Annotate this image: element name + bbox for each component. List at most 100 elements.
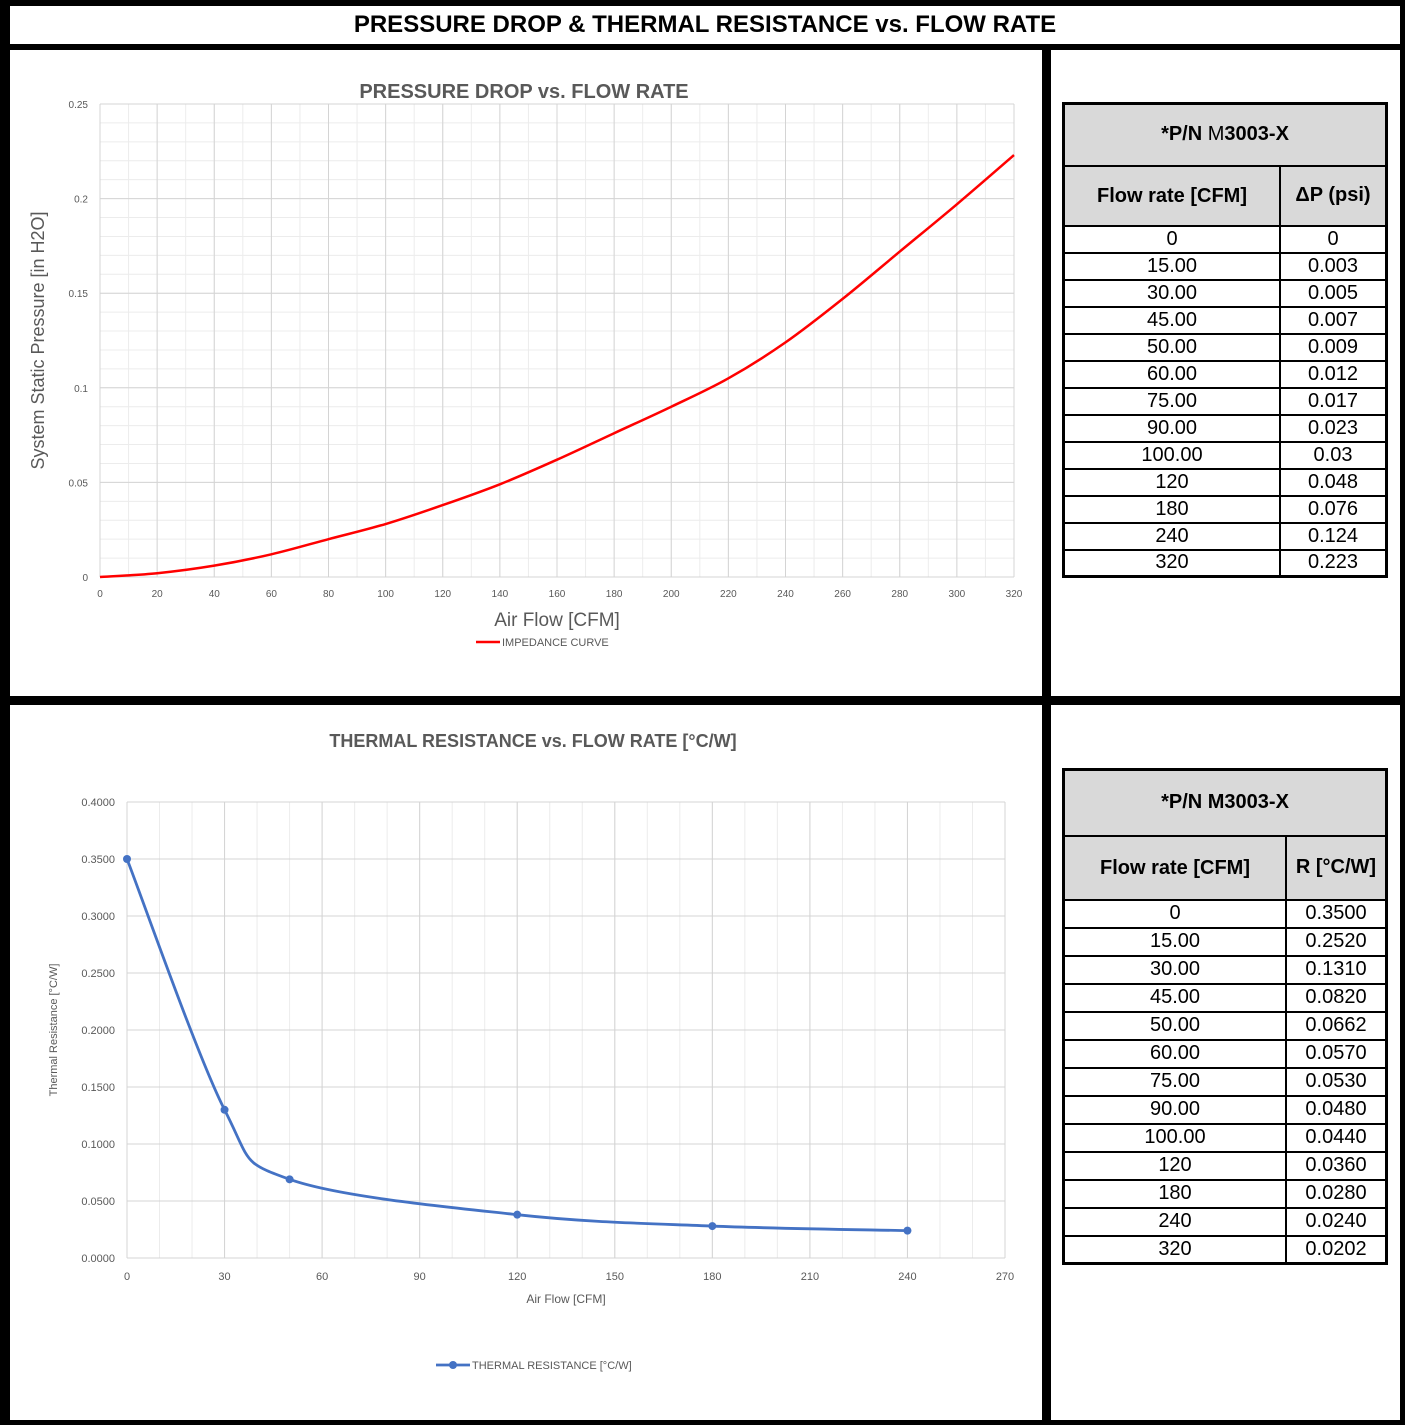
y-tick-label: 0.1 — [74, 384, 88, 395]
flow-rate-cell: 240 — [1062, 1206, 1287, 1237]
value-cell: 0.0202 — [1285, 1234, 1388, 1265]
table-row: 100.00 0.0440 — [1062, 1122, 1388, 1153]
value-cell: 0.009 — [1279, 332, 1388, 362]
value-cell: 0.017 — [1279, 386, 1388, 416]
pressure-table-col-flow: Flow rate [CFM] — [1062, 164, 1281, 227]
x-axis-label: Air Flow [CFM] — [494, 610, 620, 631]
value-cell: 0.0360 — [1285, 1150, 1388, 1181]
frame-title-bottom — [0, 44, 1405, 50]
table-row: 120 0.0360 — [1062, 1150, 1388, 1181]
table-row: 45.00 0.007 — [1062, 305, 1388, 335]
value-cell: 0.005 — [1279, 278, 1388, 308]
x-tick-label: 260 — [834, 589, 851, 600]
value-cell: 0.0480 — [1285, 1094, 1388, 1125]
table-row: 30.00 0.005 — [1062, 278, 1388, 308]
x-tick-label: 80 — [323, 589, 335, 600]
x-tick-label: 20 — [152, 589, 164, 600]
y-tick-label: 0.1000 — [81, 1139, 115, 1151]
flow-rate-cell: 45.00 — [1062, 982, 1287, 1013]
x-tick-label: 60 — [266, 589, 278, 600]
flow-rate-cell: 320 — [1062, 548, 1281, 578]
y-tick-label: 0.0500 — [81, 1196, 115, 1208]
x-tick-label: 150 — [606, 1271, 624, 1283]
value-cell: 0.0440 — [1285, 1122, 1388, 1153]
flow-rate-cell: 50.00 — [1062, 332, 1281, 362]
flow-rate-cell: 90.00 — [1062, 413, 1281, 443]
frame-middle — [0, 696, 1405, 705]
data-point — [903, 1226, 912, 1235]
flow-rate-cell: 120 — [1062, 1150, 1287, 1181]
value-cell: 0.076 — [1279, 494, 1388, 524]
x-tick-label: 270 — [996, 1271, 1014, 1283]
y-tick-label: 0.3500 — [81, 854, 115, 866]
flow-rate-cell: 60.00 — [1062, 1038, 1287, 1069]
table-row: 90.00 0.0480 — [1062, 1094, 1388, 1125]
table-row: 240 0.124 — [1062, 521, 1388, 551]
value-cell: 0.1310 — [1285, 954, 1388, 985]
x-tick-label: 300 — [949, 589, 966, 600]
value-cell: 0.2520 — [1285, 926, 1388, 957]
x-tick-label: 240 — [898, 1271, 916, 1283]
table-row: 60.00 0.0570 — [1062, 1038, 1388, 1069]
y-axis-label: System Static Pressure [in H2O] — [28, 211, 48, 469]
y-tick-label: 0.2000 — [81, 1025, 115, 1037]
x-tick-label: 120 — [434, 589, 451, 600]
x-tick-label: 180 — [703, 1271, 721, 1283]
thermal-table-col-r: R [°C/W] — [1285, 834, 1388, 901]
table-row: 50.00 0.0662 — [1062, 1010, 1388, 1041]
table-row: 50.00 0.009 — [1062, 332, 1388, 362]
chart-title: PRESSURE DROP vs. FLOW RATE — [359, 81, 688, 103]
value-cell: 0.023 — [1279, 413, 1388, 443]
series-line — [99, 154, 1015, 579]
page-title: PRESSURE DROP & THERMAL RESISTANCE vs. F… — [353, 11, 1057, 38]
table-row: 240 0.0240 — [1062, 1206, 1388, 1237]
data-point — [285, 1175, 294, 1184]
table-row: 45.00 0.0820 — [1062, 982, 1388, 1013]
x-tick-label: 280 — [891, 589, 908, 600]
series-line — [125, 858, 908, 1233]
table-row: 30.00 0.1310 — [1062, 954, 1388, 985]
table-row: 180 0.0280 — [1062, 1178, 1388, 1209]
x-tick-label: 240 — [777, 589, 794, 600]
pressure-table-col-dp: ΔP (psi) — [1279, 164, 1388, 227]
x-tick-label: 0 — [124, 1271, 130, 1283]
flow-rate-cell: 30.00 — [1062, 278, 1281, 308]
frame-divider — [1042, 44, 1051, 1425]
y-tick-label: 0.1500 — [81, 1082, 115, 1094]
x-tick-label: 0 — [97, 589, 103, 600]
pressure-drop-chart: 0 20 40 60 80 100 120 140 160 180 200 220 240 260 280 3… — [28, 81, 1023, 649]
y-tick-label: 0.25 — [69, 100, 89, 111]
data-point — [708, 1222, 717, 1231]
value-cell: 0.0240 — [1285, 1206, 1388, 1237]
flow-rate-cell: 30.00 — [1062, 954, 1287, 985]
x-tick-label: 180 — [606, 589, 623, 600]
value-cell: 0.03 — [1279, 440, 1388, 470]
y-tick-label: 0.0000 — [81, 1253, 115, 1265]
x-tick-label: 100 — [377, 589, 394, 600]
table-row: 320 0.223 — [1062, 548, 1388, 578]
x-tick-label: 220 — [720, 589, 737, 600]
flow-rate-cell: 180 — [1062, 494, 1281, 524]
chart-title: THERMAL RESISTANCE vs. FLOW RATE [°C/W] — [329, 731, 736, 751]
table-row: 100.00 0.03 — [1062, 440, 1388, 470]
table-row: 60.00 0.012 — [1062, 359, 1388, 389]
flow-rate-cell: 90.00 — [1062, 1094, 1287, 1125]
value-cell: 0.007 — [1279, 305, 1388, 335]
flow-rate-cell: 15.00 — [1062, 926, 1287, 957]
value-cell: 0.003 — [1279, 251, 1388, 281]
table-row: 180 0.076 — [1062, 494, 1388, 524]
flow-rate-cell: 75.00 — [1062, 1066, 1287, 1097]
thermal-table-part: *P/N M3003-X — [1062, 768, 1388, 837]
y-tick-label: 0.05 — [69, 478, 89, 489]
y-tick-label: 0.15 — [69, 289, 89, 300]
legend-label: THERMAL RESISTANCE [°C/W] — [472, 1360, 632, 1372]
y-tick-label: 0.2500 — [81, 968, 115, 980]
value-cell: 0.0570 — [1285, 1038, 1388, 1069]
value-cell: 0.048 — [1279, 467, 1388, 497]
table-row: 75.00 0.0530 — [1062, 1066, 1388, 1097]
data-point — [123, 855, 131, 863]
table-row: 15.00 0.003 — [1062, 251, 1388, 281]
